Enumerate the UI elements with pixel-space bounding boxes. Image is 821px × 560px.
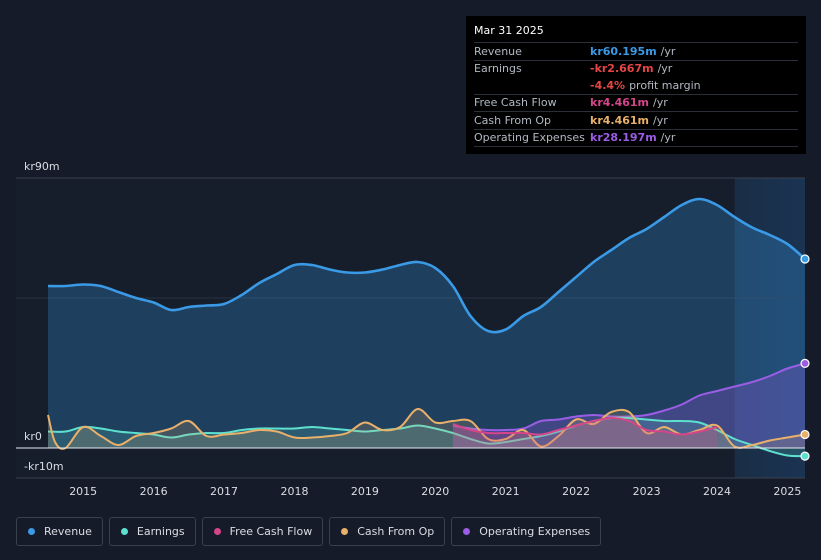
tooltip-label: Free Cash Flow bbox=[474, 96, 557, 110]
tooltip-date: Mar 31 2025 bbox=[474, 24, 544, 37]
tooltip-label: Operating Expenses bbox=[474, 131, 585, 145]
legend-label: Revenue bbox=[44, 525, 92, 538]
series-area-earnings bbox=[48, 417, 805, 457]
series-line-cash-from-op bbox=[47, 408, 806, 450]
tooltip-unit: /yr bbox=[660, 131, 676, 145]
tooltip-unit: /yr bbox=[653, 113, 668, 127]
tooltip-unit: /yr bbox=[657, 62, 673, 76]
legend-label: Earnings bbox=[136, 525, 185, 538]
tooltip-unit: /yr bbox=[653, 96, 668, 110]
legend-dot-icon bbox=[463, 528, 471, 535]
legend-dot-icon bbox=[341, 528, 349, 535]
tooltip-unit: /yr bbox=[660, 44, 676, 58]
series-area-operating-expenses bbox=[452, 363, 805, 448]
tooltip-row-revenue: Revenue kr60.195m /yr bbox=[474, 42, 798, 60]
tooltip-row-earnings: Earnings -kr2.667m /yr bbox=[474, 59, 798, 78]
tooltip-label: Cash From Op bbox=[474, 113, 552, 127]
forecast-region bbox=[734, 178, 805, 478]
tooltip-unit: profit margin bbox=[629, 78, 701, 92]
tooltip-row-operating-expenses: Operating Expenses kr28.197m /yr bbox=[474, 128, 798, 147]
legend-label: Operating Expenses bbox=[479, 525, 591, 538]
series-endpoint-operating-expenses bbox=[800, 358, 810, 368]
tooltip-value: kr28.197m bbox=[590, 131, 657, 145]
x-tick-label: 2023 bbox=[633, 485, 661, 498]
x-tick-label: 2019 bbox=[351, 485, 379, 498]
x-tick-label: 2022 bbox=[562, 485, 590, 498]
series-line-revenue bbox=[47, 197, 806, 334]
legend-dot-icon bbox=[120, 528, 128, 535]
tooltip-row-free-cash-flow: Free Cash Flow kr4.461m /yr bbox=[474, 93, 798, 112]
tooltip-value: kr4.461m bbox=[590, 113, 649, 127]
series-endpoint-earnings bbox=[800, 451, 810, 461]
y-axis-label: kr0 bbox=[24, 430, 42, 443]
x-tick-label: 2018 bbox=[281, 485, 309, 498]
x-tick-label: 2025 bbox=[773, 485, 801, 498]
legend-item-free-cash-flow[interactable]: Free Cash Flow bbox=[201, 517, 324, 546]
plot-background bbox=[16, 178, 805, 478]
series-line-operating-expenses bbox=[452, 362, 806, 432]
tooltip-value: -4.4% bbox=[590, 78, 626, 92]
tooltip-row-profit-margin: -4.4% profit margin bbox=[474, 77, 798, 94]
tooltip-label: Earnings bbox=[474, 62, 522, 76]
series-line-earnings bbox=[47, 416, 806, 458]
tooltip-row-cash-from-op: Cash From Op kr4.461m /yr bbox=[474, 111, 798, 129]
legend-item-operating-expenses[interactable]: Operating Expenses bbox=[451, 517, 602, 546]
legend: Revenue Earnings Free Cash Flow Cash Fro… bbox=[16, 517, 602, 546]
y-axis-label: kr90m bbox=[24, 160, 60, 173]
legend-label: Free Cash Flow bbox=[229, 525, 313, 538]
x-tick-label: 2021 bbox=[492, 485, 520, 498]
series-endpoint-cash-from-op bbox=[800, 429, 810, 440]
tooltip-value: kr60.195m bbox=[590, 44, 657, 58]
x-tick-label: 2015 bbox=[69, 485, 97, 498]
legend-label: Cash From Op bbox=[357, 525, 435, 538]
legend-item-cash-from-op[interactable]: Cash From Op bbox=[329, 517, 446, 546]
x-tick-label: 2017 bbox=[210, 485, 238, 498]
tooltip-value: -kr2.667m bbox=[590, 62, 654, 76]
y-axis-label: -kr10m bbox=[24, 460, 64, 473]
tooltip-panel: Mar 31 2025 Revenue kr60.195m /yr Earnin… bbox=[466, 16, 806, 154]
series-area-revenue bbox=[48, 199, 805, 448]
series-area-free-cash-flow bbox=[452, 418, 717, 448]
legend-dot-icon bbox=[213, 528, 221, 535]
x-tick-label: 2020 bbox=[421, 485, 449, 498]
legend-item-earnings[interactable]: Earnings bbox=[108, 517, 196, 546]
legend-dot-icon bbox=[28, 528, 35, 535]
x-tick-label: 2024 bbox=[703, 485, 731, 498]
legend-item-revenue[interactable]: Revenue bbox=[16, 517, 103, 546]
series-line-free-cash-flow bbox=[452, 417, 718, 436]
x-tick-label: 2016 bbox=[140, 485, 168, 498]
series-endpoint-revenue bbox=[800, 254, 810, 264]
tooltip-value: kr4.461m bbox=[590, 96, 649, 110]
tooltip-divider bbox=[474, 146, 798, 148]
tooltip-label: Revenue bbox=[474, 44, 522, 58]
